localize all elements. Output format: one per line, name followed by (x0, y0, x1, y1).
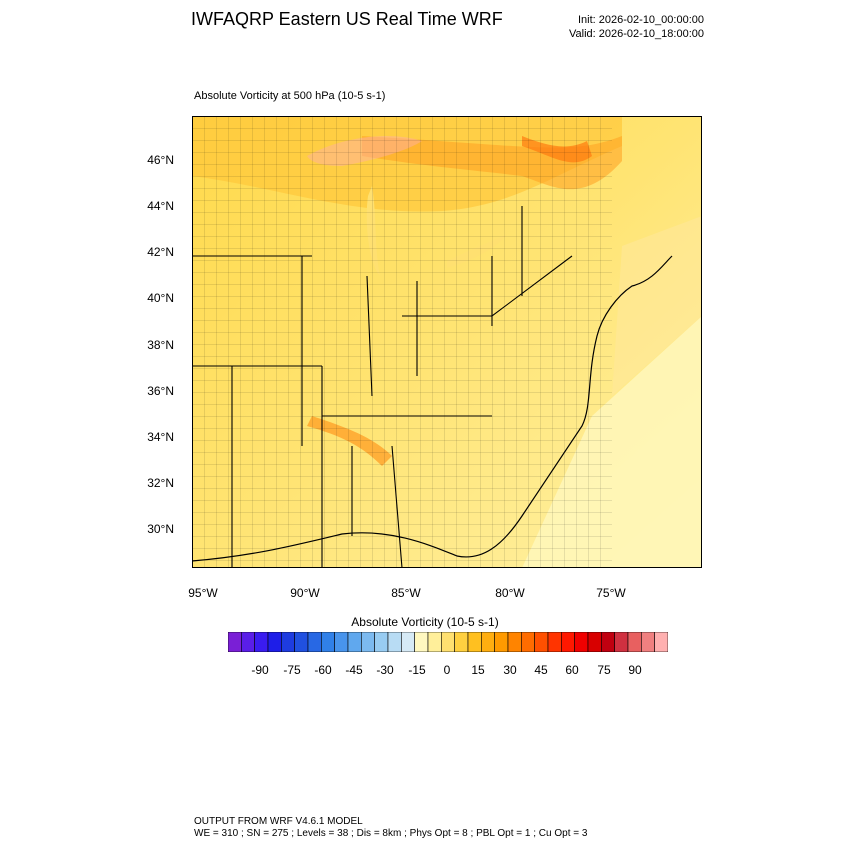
colorbar-swatch (267, 632, 282, 652)
colorbar-swatch (347, 632, 362, 652)
colorbar-swatch (387, 632, 402, 652)
colorbar-swatch (481, 632, 495, 652)
init-time: Init: 2026-02-10_00:00:00 (578, 14, 704, 26)
lat-label-44: 44°N (147, 199, 174, 213)
colorbar-swatch (241, 632, 255, 652)
colorbar-swatch (374, 632, 389, 652)
colorbar-swatch (414, 632, 429, 652)
lat-label-32: 32°N (147, 476, 174, 490)
colorbar-label: 45 (534, 663, 548, 677)
model-footer: OUTPUT FROM WRF V4.6.1 MODEL WE = 310 ; … (194, 816, 587, 840)
colorbar-swatch (521, 632, 535, 652)
colorbar-swatch (534, 632, 549, 652)
valid-time: Valid: 2026-02-10_18:00:00 (569, 28, 704, 40)
colorbar-label: 0 (443, 663, 451, 677)
county-lines (192, 116, 612, 568)
colorbar-swatch (601, 632, 615, 652)
colorbar-swatch (627, 632, 642, 652)
colorbar-swatch (321, 632, 335, 652)
colorbar-swatch (547, 632, 562, 652)
plot-title: IWFAQRP Eastern US Real Time WRF (191, 9, 503, 29)
colorbar-swatch (614, 632, 629, 652)
colorbar-swatch (401, 632, 415, 652)
colorbar-swatch (427, 632, 442, 652)
colorbar-label: 15 (471, 663, 485, 677)
colorbar-swatch (228, 632, 242, 652)
lat-label-34: 34°N (147, 430, 174, 444)
colorbar-swatch (294, 632, 309, 652)
colorbar-swatch (307, 632, 322, 652)
colorbar-swatch (561, 632, 575, 652)
colorbar-swatch (494, 632, 509, 652)
colorbar-swatch (441, 632, 455, 652)
colorbar-label: -60 (314, 663, 332, 677)
variable-title: Absolute Vorticity at 500 hPa (10-5 s-1) (194, 90, 386, 102)
model-config: WE = 310 ; SN = 275 ; Levels = 38 ; Dis … (194, 828, 588, 839)
colorbar-label: 75 (597, 663, 611, 677)
colorbar (228, 632, 668, 652)
lat-label-30: 30°N (147, 522, 174, 536)
model-version: OUTPUT FROM WRF V4.6.1 MODEL (194, 816, 363, 827)
colorbar-label: -15 (408, 663, 426, 677)
colorbar-swatch (574, 632, 589, 652)
colorbar-label: 30 (503, 663, 517, 677)
colorbar-swatch (587, 632, 602, 652)
state-boundaries (192, 206, 573, 568)
colorbar-swatch (281, 632, 295, 652)
colorbar-label: 90 (628, 663, 642, 677)
time-info: Init: 2026-02-10_00:00:00 Valid: 2026-02… (569, 13, 704, 41)
lon-label-90: 90°W (290, 586, 320, 600)
colorbar-swatch (507, 632, 522, 652)
lat-label-42: 42°N (147, 245, 174, 259)
colorbar-swatch (454, 632, 469, 652)
lon-label-85: 85°W (391, 586, 421, 600)
colorbar-label: -45 (345, 663, 363, 677)
lon-label-95: 95°W (188, 586, 218, 600)
colorbar-label: 60 (565, 663, 579, 677)
vorticity-map (192, 116, 702, 568)
lat-label-46: 46°N (147, 153, 174, 167)
colorbar-label: -30 (376, 663, 394, 677)
colorbar-label: -75 (283, 663, 301, 677)
atlantic-streak (612, 216, 702, 396)
colorbar-swatch (654, 632, 668, 652)
colorbar-swatch (641, 632, 655, 652)
lat-label-36: 36°N (147, 384, 174, 398)
colorbar-label: -90 (251, 663, 269, 677)
colorbar-swatch (254, 632, 269, 652)
lat-label-38: 38°N (147, 338, 174, 352)
lat-label-40: 40°N (147, 291, 174, 305)
colorbar-title: Absolute Vorticity (10-5 s-1) (351, 615, 499, 629)
lon-label-80: 80°W (495, 586, 525, 600)
colorbar-swatch (334, 632, 349, 652)
map-frame (192, 116, 702, 568)
colorbar-swatch (467, 632, 482, 652)
coastline (192, 255, 673, 562)
colorbar-swatch (361, 632, 375, 652)
lon-label-75: 75°W (596, 586, 626, 600)
